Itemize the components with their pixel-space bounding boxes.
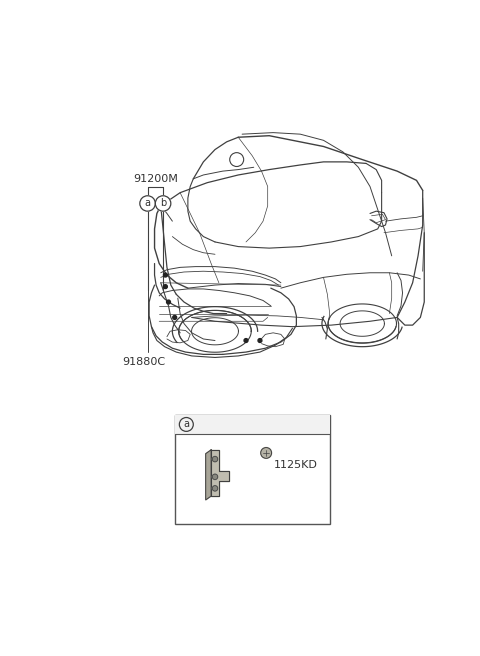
- Circle shape: [212, 474, 218, 480]
- Bar: [175, 415, 330, 434]
- Text: a: a: [144, 199, 151, 209]
- Text: b: b: [160, 199, 166, 209]
- Circle shape: [244, 338, 248, 342]
- Text: 91200M: 91200M: [133, 174, 178, 184]
- Circle shape: [212, 457, 218, 462]
- Polygon shape: [211, 450, 229, 496]
- Text: 91880C: 91880C: [122, 357, 165, 367]
- Circle shape: [173, 316, 177, 319]
- Circle shape: [212, 485, 218, 491]
- Circle shape: [258, 338, 262, 342]
- Circle shape: [164, 273, 168, 277]
- Circle shape: [261, 447, 272, 459]
- Circle shape: [167, 300, 170, 304]
- Circle shape: [140, 195, 156, 211]
- Text: 1125KD: 1125KD: [274, 461, 318, 470]
- Text: a: a: [183, 419, 189, 430]
- Circle shape: [180, 417, 193, 432]
- Circle shape: [164, 285, 168, 289]
- Polygon shape: [206, 450, 211, 500]
- Bar: [175, 415, 330, 523]
- Circle shape: [156, 195, 171, 211]
